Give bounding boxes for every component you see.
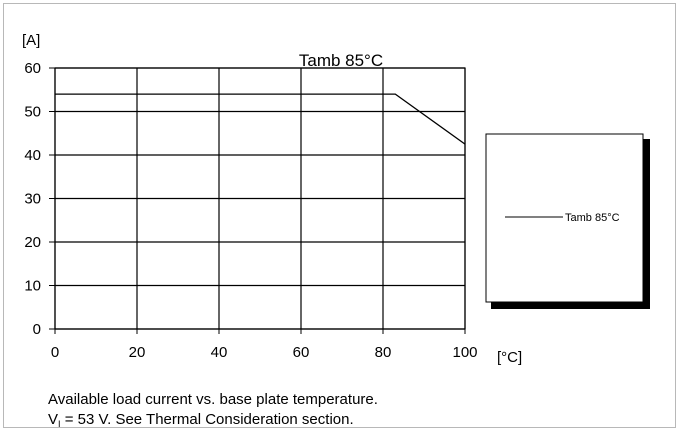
legend: Tamb 85°C [485, 133, 650, 309]
caption-v: V [48, 411, 59, 428]
y-tick-label: 30 [24, 191, 41, 208]
caption-v-subscript: I [58, 419, 61, 429]
series-line [55, 93, 466, 145]
y-axis-label: [A] [22, 32, 40, 49]
axes [49, 67, 466, 334]
plot-area-border [54, 67, 466, 330]
series-layer [55, 93, 466, 145]
grid [54, 67, 466, 330]
chart-title: Tamb 85°C [299, 51, 383, 70]
x-axis-label: [°C] [497, 349, 522, 366]
y-tick-label: 10 [24, 278, 41, 295]
x-tick-label: 40 [211, 344, 228, 361]
y-tick-label: 20 [24, 234, 41, 251]
legend-label: Tamb 85°C [565, 212, 620, 224]
x-tick-label: 20 [129, 344, 146, 361]
caption-rest: = 53 V. See Thermal Consideration sectio… [60, 411, 354, 428]
x-tick-label: 100 [452, 344, 477, 361]
caption-line-2: VI = 53 V. See Thermal Consideration sec… [48, 411, 354, 429]
tick-labels: 0 10 20 30 40 50 60 0 20 40 60 80 100 [24, 60, 477, 361]
legend-box [485, 133, 644, 303]
x-tick-label: 80 [375, 344, 392, 361]
x-tick-label: 60 [293, 344, 310, 361]
x-tick-label: 0 [51, 344, 59, 361]
caption-line-1: Available load current vs. base plate te… [48, 391, 378, 408]
y-tick-label: 60 [24, 60, 41, 77]
y-tick-label: 40 [24, 147, 41, 164]
y-tick-label: 50 [24, 104, 41, 121]
y-tick-label: 0 [33, 321, 41, 338]
